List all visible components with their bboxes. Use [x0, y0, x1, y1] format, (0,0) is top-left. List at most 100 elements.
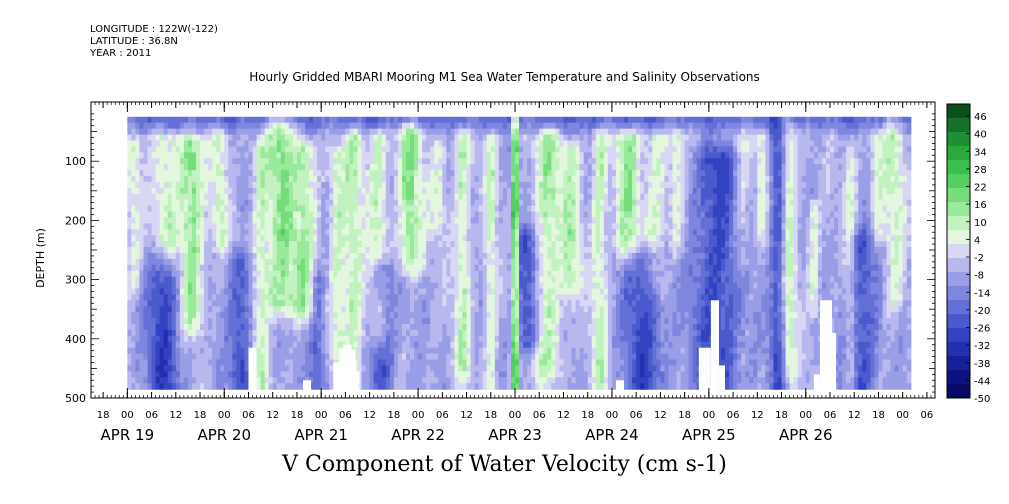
heatmap-cell — [309, 164, 314, 171]
heatmap-cell — [446, 347, 452, 355]
heatmap-cell — [365, 324, 371, 331]
heatmap-cell — [329, 193, 334, 201]
heatmap-cell — [551, 176, 556, 183]
heatmap-cell — [220, 158, 225, 165]
heatmap-cell — [325, 241, 330, 248]
heatmap-cell — [220, 217, 225, 224]
heatmap-cell — [127, 294, 132, 301]
heatmap-cell — [357, 264, 363, 272]
heatmap-cell — [442, 335, 447, 343]
heatmap-cell — [506, 329, 512, 337]
heatmap-cell — [313, 300, 318, 307]
heatmap-cell — [191, 324, 197, 331]
heatmap-cell — [127, 164, 132, 171]
heatmap-cell — [179, 312, 185, 319]
heatmap-cell — [357, 359, 363, 367]
heatmap-cell — [454, 282, 460, 290]
heatmap-cell — [228, 282, 233, 290]
heatmap-cell — [317, 264, 322, 272]
heatmap-cell — [393, 170, 399, 177]
heatmap-cell — [272, 359, 278, 367]
heatmap-cell — [296, 199, 302, 207]
heatmap-cell — [349, 282, 355, 290]
heatmap-cell — [200, 152, 205, 159]
heatmap-cell — [317, 128, 322, 136]
heatmap-cell — [385, 134, 391, 142]
heatmap-cell — [510, 235, 516, 242]
heatmap-cell — [131, 193, 137, 201]
heatmap-cell — [325, 134, 330, 142]
heatmap-cell — [317, 122, 322, 130]
heatmap-cell — [357, 282, 363, 290]
heatmap-cell — [353, 181, 359, 189]
heatmap-cell — [446, 164, 452, 171]
heatmap-cell — [531, 134, 536, 142]
heatmap-cell — [139, 258, 145, 266]
heatmap-cell — [418, 158, 423, 165]
heatmap-cell — [543, 294, 548, 301]
heatmap-cell — [393, 329, 399, 337]
heatmap-cell — [252, 270, 258, 278]
heatmap-cell — [365, 229, 371, 236]
heatmap-cell — [349, 335, 355, 343]
heatmap-cell — [268, 187, 274, 195]
heatmap-cell — [510, 229, 516, 236]
heatmap-cell — [369, 324, 375, 331]
heatmap-cell — [196, 329, 201, 337]
heatmap-cell — [276, 347, 282, 355]
heatmap-cell — [325, 270, 330, 278]
heatmap-cell — [442, 146, 447, 153]
heatmap-cell — [462, 252, 468, 260]
heatmap-cell — [171, 247, 177, 254]
heatmap-cell — [389, 128, 395, 136]
heatmap-cell — [450, 324, 456, 331]
heatmap-cell — [341, 288, 347, 295]
heatmap-cell — [365, 365, 371, 372]
heatmap-cell — [418, 152, 423, 159]
heatmap-cell — [470, 258, 476, 266]
heatmap-cell — [502, 187, 508, 195]
heatmap-cell — [196, 116, 201, 124]
heatmap-cell — [333, 353, 338, 361]
heatmap-cell — [442, 205, 447, 213]
heatmap-cell — [490, 128, 496, 136]
heatmap-cell — [345, 241, 351, 248]
heatmap-cell — [296, 371, 302, 378]
heatmap-cell — [256, 152, 262, 159]
heatmap-cell — [506, 252, 512, 260]
heatmap-cell — [430, 359, 435, 367]
heatmap-cell — [486, 146, 492, 153]
heatmap-cell — [393, 335, 399, 343]
heatmap-cell — [462, 353, 468, 361]
heatmap-cell — [454, 235, 460, 242]
heatmap-cell — [345, 247, 351, 254]
heatmap-cell — [300, 146, 306, 153]
heatmap-cell — [430, 329, 435, 337]
heatmap-cell — [365, 300, 371, 307]
heatmap-cell — [216, 211, 221, 219]
heatmap-cell — [288, 353, 294, 361]
heatmap-cell — [450, 223, 456, 230]
heatmap-cell — [551, 170, 556, 177]
heatmap-cell — [232, 134, 237, 142]
heatmap-cell — [220, 205, 225, 213]
heatmap-cell — [434, 335, 439, 343]
heatmap-cell — [470, 241, 476, 248]
heatmap-cell — [373, 264, 379, 272]
heatmap-cell — [397, 365, 403, 372]
heatmap-cell — [478, 152, 484, 159]
heatmap-cell — [559, 329, 565, 337]
heatmap-cell — [296, 294, 302, 301]
heatmap-cell — [159, 264, 165, 272]
heatmap-cell — [470, 377, 476, 384]
heatmap-cell — [438, 193, 443, 201]
heatmap-cell — [414, 270, 419, 278]
heatmap-cell — [446, 122, 452, 130]
heatmap-cell — [280, 264, 286, 272]
heatmap-cell — [410, 341, 415, 349]
heatmap-cell — [325, 276, 330, 284]
heatmap-cell — [264, 377, 270, 384]
heatmap-cell — [470, 247, 476, 254]
heatmap-cell — [393, 341, 399, 349]
heatmap-cell — [288, 288, 294, 295]
